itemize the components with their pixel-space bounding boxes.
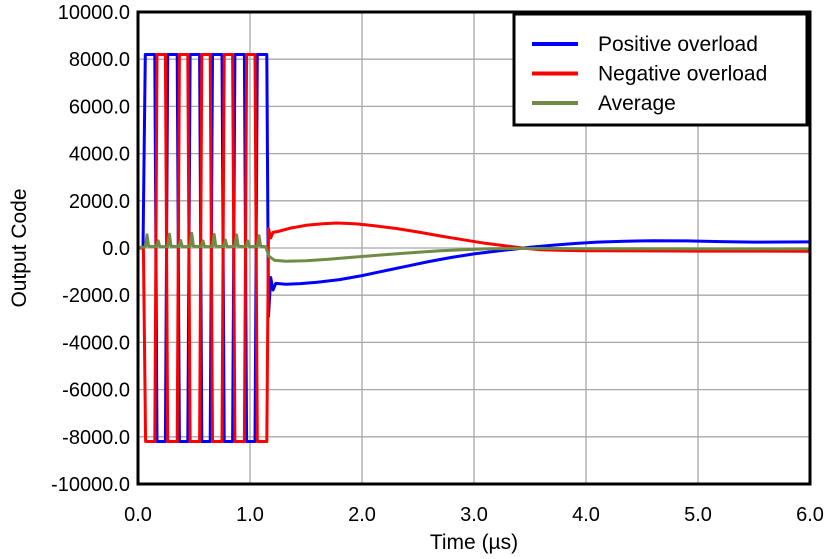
y-tick-label: -2000.0 xyxy=(62,285,130,307)
x-tick-label: 3.0 xyxy=(460,504,488,526)
x-tick-label: 1.0 xyxy=(236,504,264,526)
y-tick-label: 8000.0 xyxy=(69,49,130,71)
y-tick-label: -6000.0 xyxy=(62,380,130,402)
y-tick-label: 2000.0 xyxy=(69,191,130,213)
legend-label-negative-overload: Negative overload xyxy=(598,63,767,86)
x-tick-label: 6.0 xyxy=(796,504,824,526)
y-tick-label: 0.0 xyxy=(102,238,130,260)
x-tick-label: 2.0 xyxy=(348,504,376,526)
series-line-positive-overload xyxy=(136,53,812,443)
legend-label-positive-overload: Positive overload xyxy=(598,33,758,56)
y-tick-label: -10000.0 xyxy=(51,474,130,496)
x-tick-label: 0.0 xyxy=(124,504,152,526)
y-tick-label: 6000.0 xyxy=(69,96,130,118)
y-tick-label: -8000.0 xyxy=(62,427,130,449)
series-line-negative-overload xyxy=(136,53,812,443)
x-tick-label: 4.0 xyxy=(572,504,600,526)
x-axis-title: Time (µs) xyxy=(430,531,518,554)
x-axis-tick-labels: 0.0 1.0 2.0 3.0 4.0 5.0 6.0 xyxy=(124,504,824,526)
y-tick-label: -4000.0 xyxy=(62,332,130,354)
x-tick-label: 5.0 xyxy=(684,504,712,526)
series-line-average xyxy=(136,231,812,263)
y-axis-tick-labels: 10000.0 8000.0 6000.0 4000.0 2000.0 0.0 -2000.… xyxy=(51,2,130,496)
y-axis-title: Output Code xyxy=(8,188,31,307)
legend-box xyxy=(512,12,809,127)
y-tick-label: 4000.0 xyxy=(69,144,130,166)
legend-label-average: Average xyxy=(598,92,676,115)
plot-border xyxy=(136,10,812,486)
y-tick-label: 10000.0 xyxy=(58,2,130,24)
series-lines xyxy=(136,53,812,443)
legend: Positive overload Negative overload Aver… xyxy=(512,12,809,127)
